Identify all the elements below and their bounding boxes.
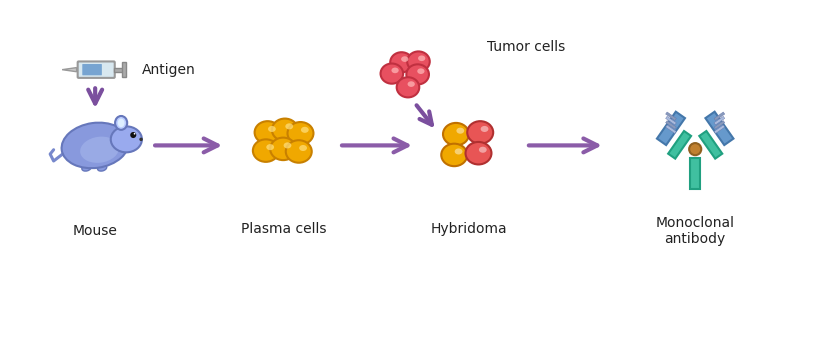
Polygon shape: [699, 131, 722, 159]
Polygon shape: [657, 112, 685, 145]
Ellipse shape: [301, 127, 309, 133]
Text: Tumor cells: Tumor cells: [487, 40, 565, 54]
FancyBboxPatch shape: [78, 62, 115, 78]
Text: Antigen: Antigen: [141, 63, 195, 76]
Ellipse shape: [118, 119, 124, 127]
Polygon shape: [714, 112, 725, 121]
FancyBboxPatch shape: [114, 68, 124, 72]
Polygon shape: [666, 112, 676, 121]
Ellipse shape: [441, 144, 467, 166]
Ellipse shape: [390, 52, 413, 72]
Ellipse shape: [391, 68, 398, 73]
Ellipse shape: [407, 81, 415, 87]
Ellipse shape: [466, 142, 492, 165]
Ellipse shape: [480, 126, 489, 132]
Ellipse shape: [380, 64, 403, 84]
Text: Monoclonal
antibody: Monoclonal antibody: [656, 216, 735, 246]
Ellipse shape: [407, 51, 430, 72]
Ellipse shape: [80, 137, 119, 163]
Ellipse shape: [272, 119, 298, 141]
Ellipse shape: [254, 121, 280, 144]
Polygon shape: [714, 125, 725, 134]
Ellipse shape: [285, 140, 311, 163]
Circle shape: [139, 138, 143, 141]
Ellipse shape: [479, 147, 487, 153]
Ellipse shape: [288, 122, 314, 144]
Text: Plasma cells: Plasma cells: [241, 222, 327, 236]
Polygon shape: [666, 116, 676, 125]
Ellipse shape: [418, 55, 425, 61]
Ellipse shape: [98, 165, 107, 171]
Polygon shape: [668, 131, 691, 159]
Polygon shape: [706, 112, 733, 145]
Ellipse shape: [417, 68, 424, 74]
Polygon shape: [714, 116, 725, 125]
Ellipse shape: [267, 144, 274, 150]
Ellipse shape: [401, 56, 408, 62]
Text: Mouse: Mouse: [72, 224, 118, 238]
Ellipse shape: [253, 139, 279, 162]
Ellipse shape: [285, 123, 293, 130]
Circle shape: [130, 132, 137, 138]
Ellipse shape: [406, 64, 429, 85]
Polygon shape: [690, 158, 700, 189]
Polygon shape: [714, 121, 725, 129]
Ellipse shape: [270, 138, 296, 160]
Ellipse shape: [268, 126, 276, 132]
Text: Hybridoma: Hybridoma: [431, 222, 507, 236]
Polygon shape: [666, 121, 676, 129]
Ellipse shape: [111, 126, 142, 152]
Ellipse shape: [456, 128, 464, 134]
Circle shape: [133, 133, 136, 135]
Ellipse shape: [454, 149, 463, 154]
Ellipse shape: [62, 123, 128, 168]
Polygon shape: [62, 68, 76, 72]
FancyBboxPatch shape: [122, 63, 126, 77]
Circle shape: [689, 143, 702, 155]
Ellipse shape: [299, 145, 307, 151]
Ellipse shape: [443, 123, 469, 146]
Ellipse shape: [467, 121, 493, 144]
FancyBboxPatch shape: [82, 64, 102, 75]
Polygon shape: [666, 125, 676, 134]
Ellipse shape: [115, 116, 127, 130]
Ellipse shape: [82, 165, 91, 171]
Ellipse shape: [284, 142, 291, 149]
Ellipse shape: [397, 77, 420, 97]
